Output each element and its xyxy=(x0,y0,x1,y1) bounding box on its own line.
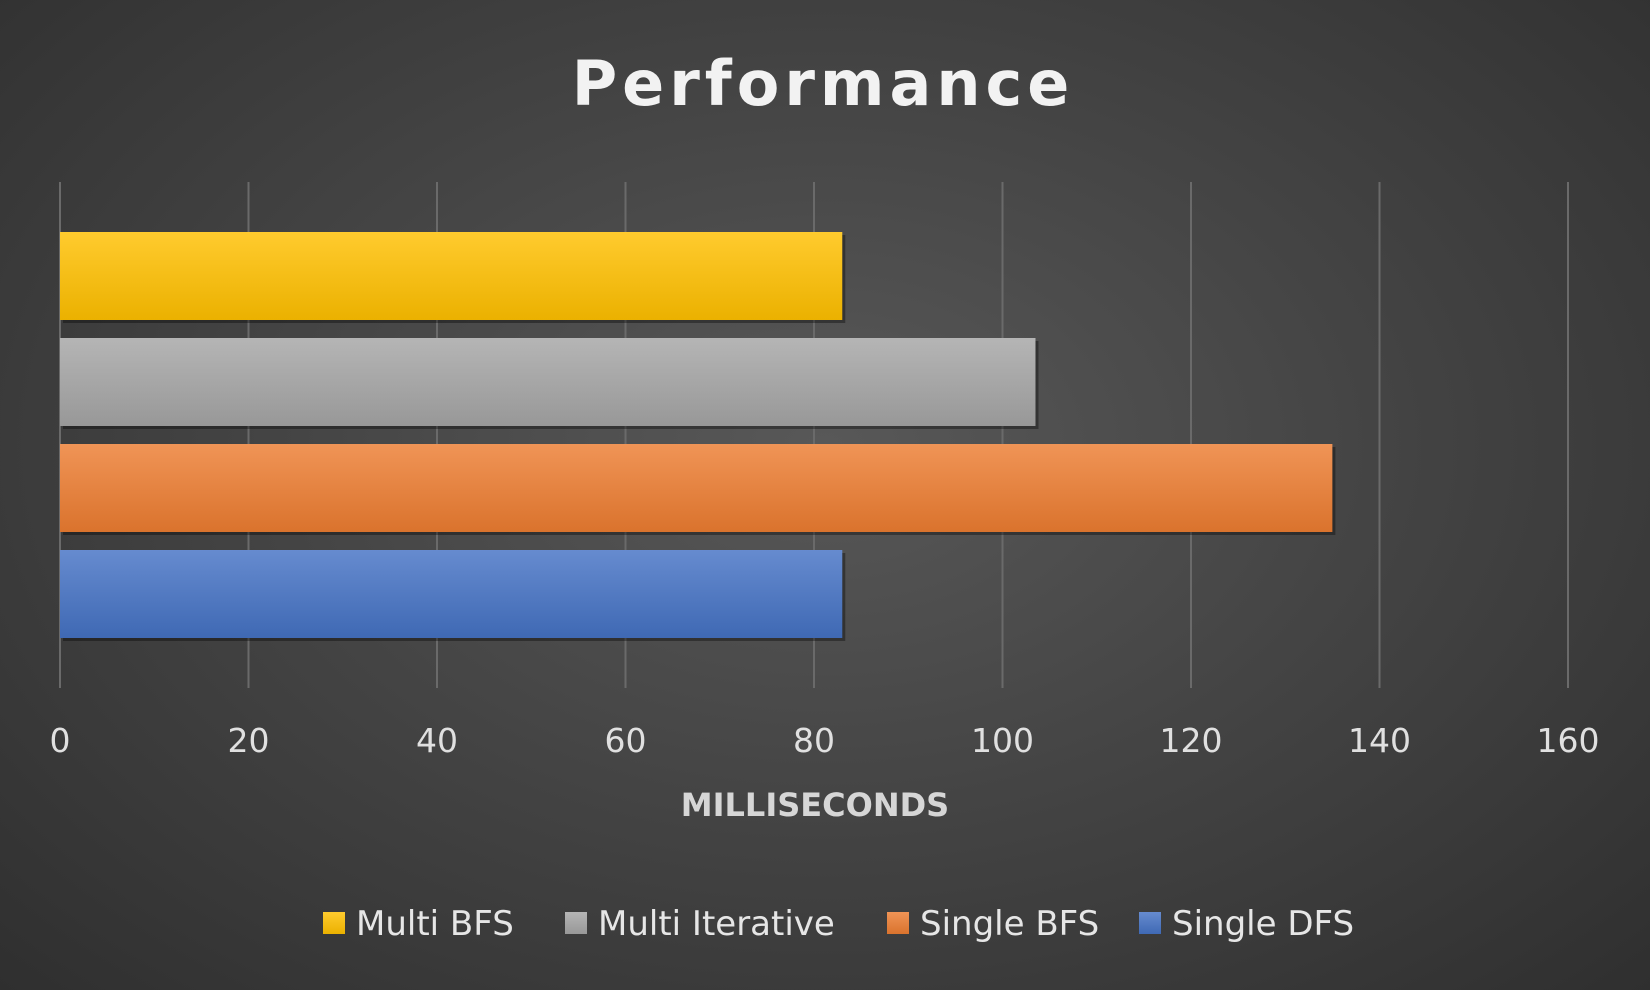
legend-swatch-single-dfs xyxy=(1139,912,1161,934)
legend-label-single-dfs: Single DFS xyxy=(1172,904,1354,944)
tick-label-120: 120 xyxy=(1160,721,1223,760)
bar-multi-bfs xyxy=(60,232,843,320)
tick-label-100: 100 xyxy=(971,721,1034,760)
tick-label-140: 140 xyxy=(1348,721,1411,760)
bars xyxy=(60,232,1336,641)
legend-label-multi-iterative: Multi Iterative xyxy=(598,904,835,944)
tick-label-80: 80 xyxy=(793,721,835,760)
chart-title: Performance xyxy=(572,47,1075,120)
legend-label-multi-bfs: Multi BFS xyxy=(356,904,514,944)
x-axis-title: MILLISECONDS xyxy=(681,786,949,824)
legend: Multi BFS Multi Iterative Single BFS Single… xyxy=(323,904,1354,944)
legend-swatch-multi-iterative xyxy=(565,912,587,934)
legend-swatch-multi-bfs xyxy=(323,912,345,934)
legend-item-multi-bfs: Multi BFS xyxy=(323,904,514,944)
tick-label-160: 160 xyxy=(1537,721,1600,760)
legend-item-multi-iterative: Multi Iterative xyxy=(565,904,835,944)
legend-label-single-bfs: Single BFS xyxy=(920,904,1099,944)
x-axis-ticks: 0 20 40 60 80 100 120 140 160 xyxy=(50,721,1600,760)
tick-label-40: 40 xyxy=(416,721,458,760)
tick-label-0: 0 xyxy=(50,721,71,760)
bar-multi-iterative xyxy=(60,338,1036,426)
bar-single-bfs xyxy=(60,444,1333,532)
legend-item-single-bfs: Single BFS xyxy=(887,904,1099,944)
legend-item-single-dfs: Single DFS xyxy=(1139,904,1354,944)
tick-label-60: 60 xyxy=(605,721,647,760)
tick-label-20: 20 xyxy=(228,721,270,760)
bar-single-dfs xyxy=(60,550,843,638)
legend-swatch-single-bfs xyxy=(887,912,909,934)
